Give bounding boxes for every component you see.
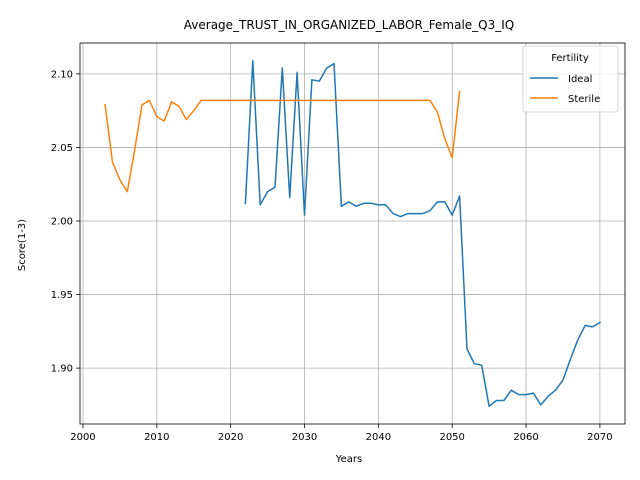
x-axis-label: Years bbox=[335, 454, 362, 465]
legend-label-sterile: Sterile bbox=[568, 94, 600, 105]
series-line-sterile bbox=[104, 90, 461, 193]
y-tick-label: 1.95 bbox=[51, 290, 73, 301]
y-tick-label: 2.05 bbox=[51, 143, 73, 154]
x-tick-label: 2060 bbox=[513, 432, 538, 443]
axes-frame bbox=[79, 42, 626, 425]
y-tick-label: 2.00 bbox=[51, 216, 73, 227]
y-tick-label: 2.10 bbox=[51, 69, 73, 80]
plot-area bbox=[104, 59, 601, 408]
y-tick-label: 1.90 bbox=[51, 364, 73, 375]
x-tick-label: 2040 bbox=[366, 432, 391, 443]
x-tick-label: 2020 bbox=[218, 432, 243, 443]
x-tick-label: 2000 bbox=[70, 432, 95, 443]
x-tick-label: 2010 bbox=[144, 432, 169, 443]
x-tick-label: 2050 bbox=[439, 432, 464, 443]
series-line-ideal bbox=[244, 59, 601, 408]
legend: Fertility Ideal Sterile bbox=[522, 45, 619, 113]
legend-box bbox=[522, 45, 619, 113]
chart-title: Average_TRUST_IN_ORGANIZED_LABOR_Female_… bbox=[184, 18, 514, 32]
y-axis-label: Score(1-3) bbox=[17, 219, 28, 271]
x-tick-label: 2030 bbox=[292, 432, 317, 443]
x-axis-ticks: 2000 2010 2020 2030 2040 2050 2060 2070 bbox=[70, 424, 613, 443]
y-axis-ticks: 1.90 1.95 2.00 2.05 2.10 bbox=[51, 69, 80, 375]
legend-label-ideal: Ideal bbox=[568, 74, 592, 85]
legend-title: Fertility bbox=[551, 53, 589, 64]
x-tick-label: 2070 bbox=[587, 432, 612, 443]
